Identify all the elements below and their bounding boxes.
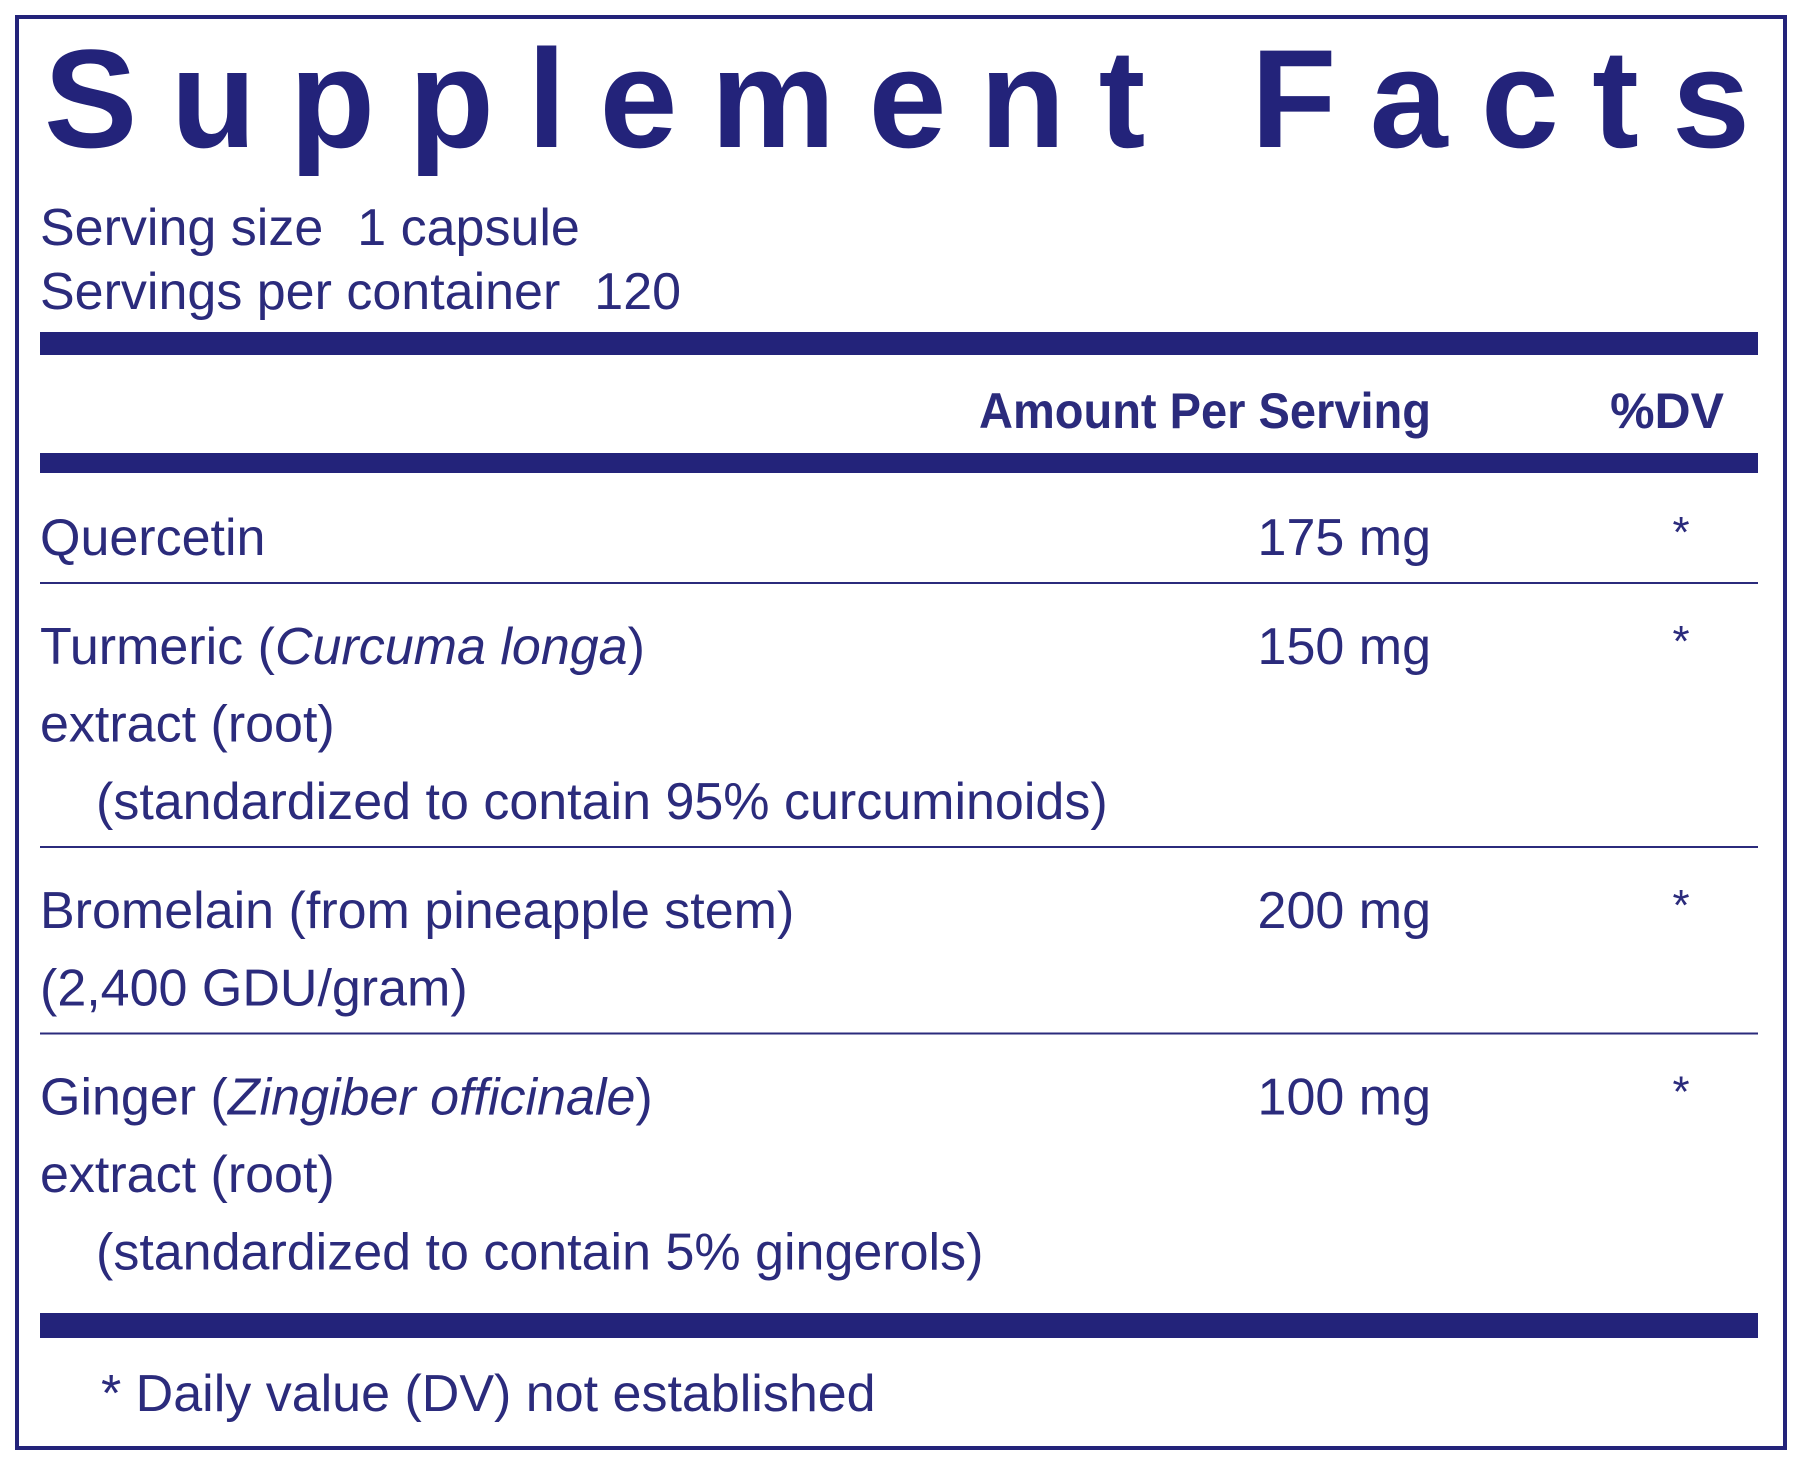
label-border	[15, 15, 1787, 1450]
label-title: Supplement Facts	[44, 20, 1750, 177]
serving-value: 120	[594, 263, 681, 321]
amount: 200 mg	[1258, 882, 1431, 940]
amount: 175 mg	[1258, 509, 1431, 567]
latin-name: Curcuma longa	[275, 618, 628, 676]
daily-value: *	[1672, 508, 1689, 557]
ingredient-text: )	[628, 618, 645, 676]
serving-label: Servings per container	[40, 263, 560, 321]
ingredient-note: (standardized to contain 5% gingerols)	[96, 1224, 983, 1282]
amount: 150 mg	[1258, 618, 1431, 676]
ingredient-line: Quercetin	[40, 509, 265, 567]
amount-header: Amount Per Serving	[979, 383, 1431, 439]
ingredient-line: extract (root)	[40, 1146, 335, 1204]
ingredient-line: Bromelain (from pineapple stem)	[40, 882, 794, 940]
serving-value: 1 capsule	[357, 199, 580, 257]
ingredient-line: (2,400 GDU/gram)	[40, 960, 468, 1018]
latin-name: Zingiber officinale	[226, 1069, 636, 1127]
dv-header: %DV	[1610, 383, 1725, 439]
ingredient-text: Quercetin	[40, 509, 265, 567]
amount: 100 mg	[1258, 1069, 1431, 1127]
ingredient-text: Bromelain (from pineapple stem)	[40, 882, 794, 940]
ingredient-text: Turmeric (	[40, 618, 276, 676]
divider-bar	[40, 1313, 1758, 1338]
ingredient-text: extract (root)	[40, 1146, 335, 1204]
footnote: * Daily value (DV) not established	[101, 1365, 876, 1423]
daily-value: *	[1672, 881, 1689, 930]
ingredient-note: (standardized to contain 95% curcuminoid…	[96, 773, 1108, 831]
serving-label: Serving size	[40, 199, 323, 257]
daily-value: *	[1672, 617, 1689, 666]
ingredient-text: )	[635, 1069, 652, 1127]
divider-bar	[40, 332, 1758, 355]
ingredient-line: Ginger (Zingiber officinale)	[40, 1069, 653, 1127]
daily-value: *	[1672, 1068, 1689, 1117]
divider-bar	[40, 453, 1758, 473]
ingredient-text: Ginger (	[40, 1069, 229, 1127]
ingredient-text: (2,400 GDU/gram)	[40, 960, 468, 1018]
ingredient-text: extract (root)	[40, 696, 335, 754]
ingredient-line: Turmeric (Curcuma longa)	[40, 618, 645, 676]
serving-line: Servings per container 120	[40, 263, 681, 321]
serving-line: Serving size 1 capsule	[40, 199, 580, 257]
ingredient-line: extract (root)	[40, 696, 335, 754]
